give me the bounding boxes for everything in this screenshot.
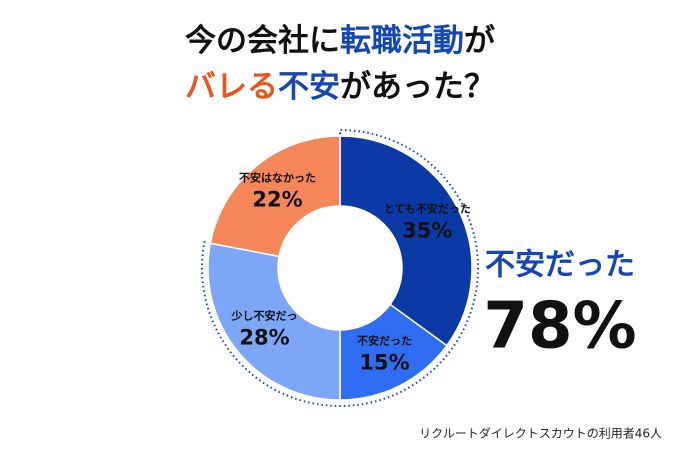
slice-value: 35%: [402, 219, 452, 243]
slice: [339, 135, 473, 347]
title-segment: 不安: [278, 69, 340, 105]
slice-name: とても不安だった: [384, 202, 471, 216]
title-segment: 今の会社に: [185, 23, 340, 59]
slice-value: 15%: [359, 350, 409, 374]
source: リクルートダイレクトスカウトの利用者46人: [419, 426, 662, 441]
slice-name: 不安はなかった: [239, 170, 316, 184]
slice-name: 少し不安だっ: [230, 308, 297, 322]
title-segment: があった？: [340, 69, 495, 105]
slice-value: 28%: [239, 325, 289, 349]
summary-outline: [201, 128, 479, 407]
summary-value: 78%: [483, 290, 636, 364]
title-line: バレる不安があった？: [185, 69, 495, 105]
title-segment: 転職活動: [340, 23, 464, 59]
title-line: 今の会社に転職活動が: [185, 23, 495, 59]
summary-label: 不安だった: [485, 248, 635, 283]
slice: [207, 242, 341, 401]
slice-name: 不安だった: [357, 333, 412, 347]
slice: [209, 135, 341, 258]
slice-value: 22%: [252, 187, 302, 211]
title-segment: バレる: [185, 69, 278, 105]
title-segment: が: [464, 23, 495, 59]
